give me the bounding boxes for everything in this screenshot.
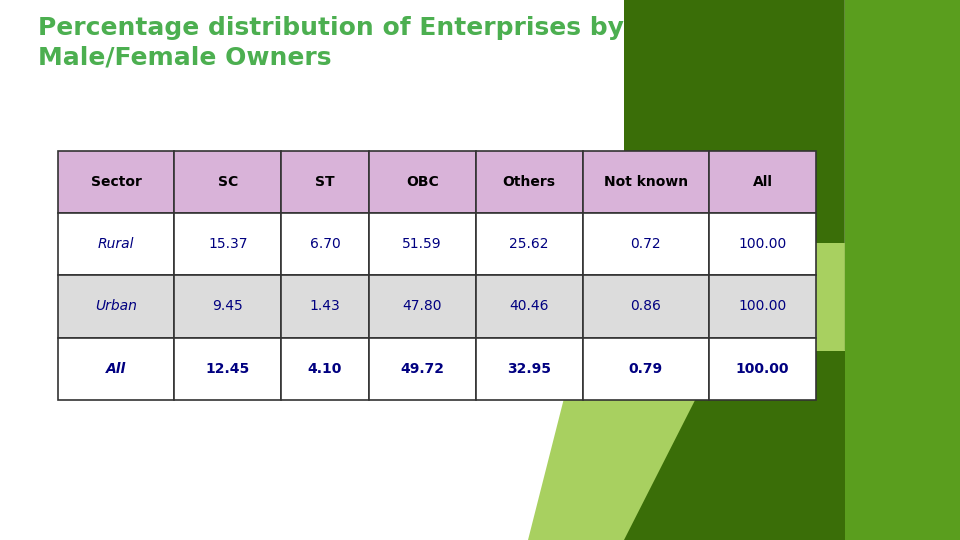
Text: 32.95: 32.95 — [507, 362, 551, 375]
Text: Sector: Sector — [90, 176, 141, 189]
Text: All: All — [106, 362, 126, 375]
Text: 49.72: 49.72 — [400, 362, 444, 375]
Text: 100.00: 100.00 — [738, 238, 786, 251]
Text: 4.10: 4.10 — [308, 362, 342, 375]
Text: 100.00: 100.00 — [735, 362, 789, 375]
Text: 47.80: 47.80 — [402, 300, 442, 313]
Text: 12.45: 12.45 — [205, 362, 250, 375]
Text: 6.70: 6.70 — [310, 238, 341, 251]
Text: Others: Others — [503, 176, 556, 189]
Text: All: All — [753, 176, 773, 189]
Text: 100.00: 100.00 — [738, 300, 786, 313]
Text: 0.86: 0.86 — [631, 300, 661, 313]
Text: 15.37: 15.37 — [208, 238, 248, 251]
Text: 25.62: 25.62 — [510, 238, 549, 251]
Text: Percentage distribution of Enterprises by
Male/Female Owners: Percentage distribution of Enterprises b… — [38, 16, 624, 70]
Text: 1.43: 1.43 — [310, 300, 341, 313]
Text: ST: ST — [315, 176, 335, 189]
Text: 9.45: 9.45 — [212, 300, 243, 313]
Text: Not known: Not known — [604, 176, 688, 189]
Text: 0.72: 0.72 — [631, 238, 661, 251]
Text: OBC: OBC — [406, 176, 439, 189]
Text: Urban: Urban — [95, 300, 137, 313]
Text: SC: SC — [218, 176, 238, 189]
Text: 0.79: 0.79 — [629, 362, 663, 375]
Text: 51.59: 51.59 — [402, 238, 442, 251]
Text: Rural: Rural — [98, 238, 134, 251]
Text: 40.46: 40.46 — [510, 300, 549, 313]
